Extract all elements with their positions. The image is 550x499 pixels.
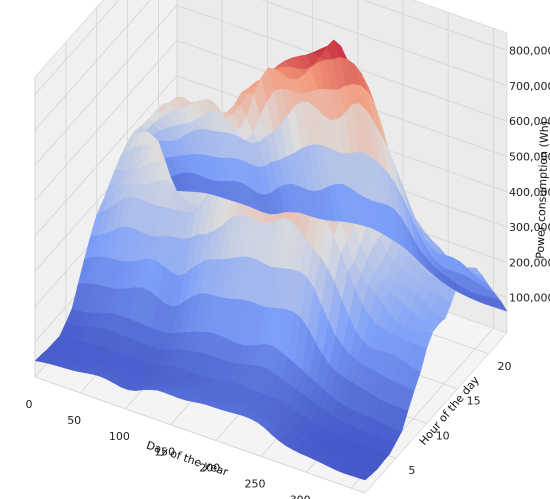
surface	[34, 39, 508, 481]
tick-labels: 05010015020025030035005101520100,000200,…	[26, 45, 550, 499]
grid-z-back	[261, 0, 508, 87]
z-tick-label: 800,000	[509, 45, 550, 58]
grid-z-left	[34, 75, 178, 237]
grid-z-left	[34, 4, 178, 166]
z-tick-label: 500,000	[509, 151, 550, 164]
grid-z-back	[361, 0, 508, 51]
y-tick-label: 20	[498, 360, 512, 373]
z-tick-label: 700,000	[509, 80, 550, 93]
grid-z-left	[34, 0, 120, 95]
x-tick-label: 250	[245, 478, 266, 491]
z-tick-label: 600,000	[509, 115, 550, 128]
grid-z-left	[34, 40, 178, 201]
y-tick-label: 15	[467, 395, 481, 408]
grid-y-floor	[34, 376, 366, 494]
z-tick-label: 100,000	[509, 292, 550, 305]
x-tick-label: 50	[67, 414, 81, 427]
z-tick-label: 200,000	[509, 256, 550, 269]
x-tick-label: 150	[154, 446, 175, 459]
z-tick-label: 400,000	[509, 186, 550, 199]
x-axis-label: Day of the year	[145, 439, 230, 479]
surface-facet	[170, 173, 185, 192]
z-tick-label: 300,000	[509, 221, 550, 234]
grid-z-left	[34, 0, 151, 131]
y-tick-label: 5	[408, 464, 415, 477]
x-tick-label: 100	[109, 430, 130, 443]
x-tick-label: 200	[199, 462, 220, 475]
x-tick-label: 300	[290, 493, 311, 499]
z-axis-label: Power consumption (Wh)	[534, 121, 550, 259]
y-tick-label: 10	[436, 429, 450, 442]
x-tick-label: 0	[26, 398, 33, 411]
